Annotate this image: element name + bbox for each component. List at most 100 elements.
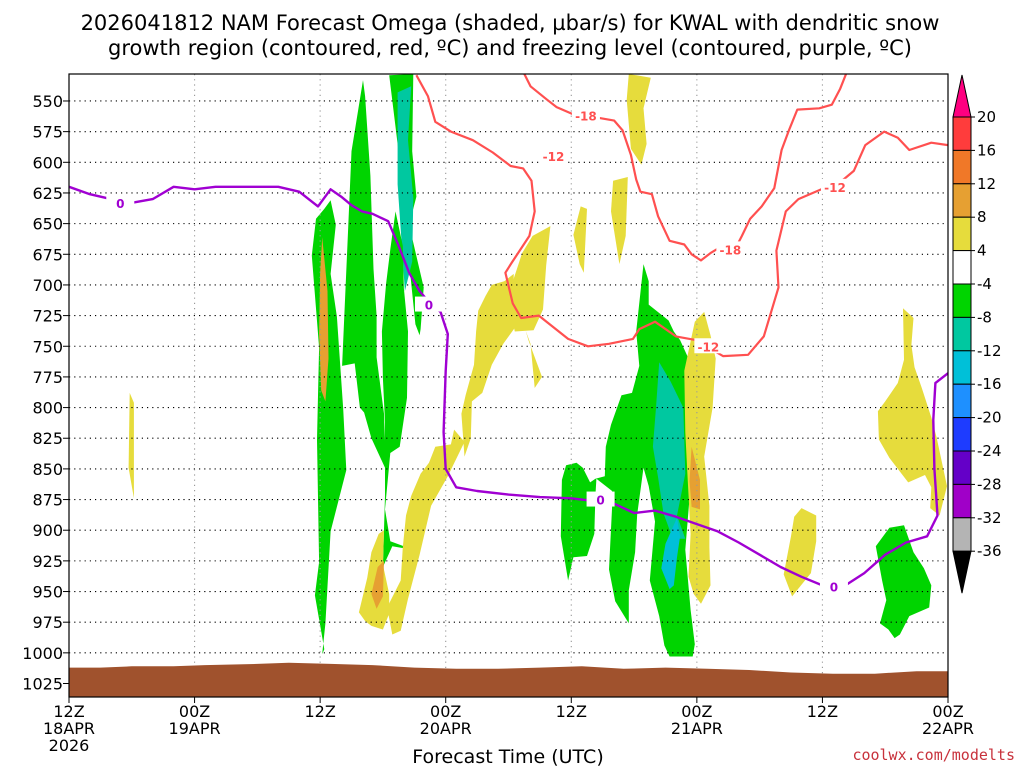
x-tick-label-0-2: 18APR bbox=[43, 719, 95, 738]
colorbar-box-9 bbox=[952, 417, 972, 452]
colorbar-label-10: -24 bbox=[977, 442, 1002, 460]
dgz-label-3-bg bbox=[539, 148, 568, 164]
dgz-label-1: -18 bbox=[575, 110, 597, 124]
freezing-label-3-bg bbox=[586, 491, 615, 507]
omega-region-cyan-7 bbox=[661, 517, 681, 590]
x-tick-label-60-1: 00Z bbox=[681, 702, 712, 721]
chart-title-line-2: growth region (contoured, red, ºC) and f… bbox=[108, 36, 912, 60]
colorbar-top-arrow bbox=[952, 74, 972, 118]
y-tick-label-550: 550 bbox=[32, 92, 63, 111]
omega-region-pos-yellow-4 bbox=[684, 311, 716, 604]
colorbar-label-3: 8 bbox=[977, 208, 987, 226]
x-tick-label-84-1: 00Z bbox=[932, 702, 963, 721]
omega-region-green-1 bbox=[342, 80, 387, 471]
omega-region-pos-yellow-7 bbox=[611, 177, 628, 265]
x-tick-label-0-1: 12Z bbox=[53, 702, 84, 721]
colorbar-label-9: -20 bbox=[977, 409, 1002, 427]
dgz-label-2-bg bbox=[716, 241, 745, 257]
credit-text: coolwx.com/modelts bbox=[852, 746, 1015, 764]
plot-frame bbox=[68, 73, 949, 698]
colorbar-box-11 bbox=[952, 483, 972, 519]
colorbar-label-1: 16 bbox=[977, 141, 996, 159]
chart-title-line-1: 2026041812 NAM Forecast Omega (shaded, µ… bbox=[81, 11, 940, 35]
x-tick-label-36-1: 00Z bbox=[430, 702, 461, 721]
omega-region-green-5 bbox=[560, 264, 697, 657]
freezing-label-2-bg bbox=[414, 296, 443, 312]
colorbar-label-11: -28 bbox=[977, 475, 1002, 493]
y-tick-label-925: 925 bbox=[32, 552, 63, 571]
freezing-label-4-bg bbox=[819, 578, 848, 594]
omega-region-pos-yellow-12 bbox=[128, 392, 134, 499]
colorbar-label-5: -4 bbox=[977, 275, 992, 293]
colorbar-box-12 bbox=[952, 517, 972, 552]
colorbar-label-4: 4 bbox=[977, 242, 987, 260]
omega-region-pos-orange-3 bbox=[371, 560, 384, 609]
x-tick-label-84-2: 22APR bbox=[922, 719, 974, 738]
x-tick-label-36-2: 20APR bbox=[420, 719, 472, 738]
colorbar-box-4 bbox=[952, 250, 972, 285]
colorbar-label-7: -12 bbox=[977, 342, 1002, 360]
y-tick-label-900: 900 bbox=[32, 521, 63, 540]
omega-region-pos-yellow-8 bbox=[573, 206, 587, 273]
colorbar-label-8: -16 bbox=[977, 375, 1002, 393]
y-tick-label-700: 700 bbox=[32, 276, 63, 295]
x-tick-label-48-1: 12Z bbox=[556, 702, 587, 721]
colorbar-label-2: 12 bbox=[977, 175, 996, 193]
dgz-label-3: -12 bbox=[543, 150, 565, 164]
omega-region-pos-yellow-6 bbox=[626, 74, 651, 165]
x-tick-label-12-2: 19APR bbox=[169, 719, 221, 738]
y-tick-label-750: 750 bbox=[32, 337, 63, 356]
colorbar-box-10 bbox=[952, 450, 972, 485]
dgz-label-5: -12 bbox=[824, 181, 846, 195]
colorbar-label-12: -32 bbox=[977, 509, 1002, 527]
y-tick-label-675: 675 bbox=[32, 245, 63, 264]
x-tick-label-0-3: 2026 bbox=[49, 736, 90, 755]
plot-area bbox=[69, 74, 948, 697]
y-tick-label-800: 800 bbox=[32, 399, 63, 418]
y-tick-label-625: 625 bbox=[32, 184, 63, 203]
omega-region-green-4 bbox=[381, 211, 408, 567]
colorbar-box-6 bbox=[952, 316, 972, 352]
x-axis-label: Forecast Time (UTC) bbox=[412, 746, 603, 768]
colorbar-label-13: -36 bbox=[977, 542, 1002, 560]
y-tick-label-1025: 1025 bbox=[22, 675, 63, 694]
freezing-label-3: 0 bbox=[596, 494, 604, 508]
y-tick-label-950: 950 bbox=[32, 583, 63, 602]
colorbar-box-8 bbox=[952, 383, 972, 419]
omega-region-teal-6 bbox=[652, 362, 686, 539]
ground-terrain bbox=[69, 662, 948, 697]
dgz-label-1-bg bbox=[571, 107, 600, 123]
freezing-label-1: 0 bbox=[116, 197, 124, 211]
dgz-label-2: -18 bbox=[719, 243, 741, 257]
omega-region-pos-yellow-1 bbox=[387, 429, 465, 635]
freezing-label-2: 0 bbox=[425, 299, 433, 313]
x-tick-label-24-1: 12Z bbox=[304, 702, 335, 721]
colorbar-box-0 bbox=[952, 116, 972, 151]
colorbar-box-1 bbox=[952, 149, 972, 185]
dgz-label-4-bg bbox=[694, 338, 723, 354]
colorbar-box-2 bbox=[952, 183, 972, 218]
colorbar-box-3 bbox=[952, 216, 972, 252]
colorbar-label-6: -8 bbox=[977, 308, 992, 326]
colorbar-bottom-arrow bbox=[952, 550, 972, 594]
dgz-label-4: -12 bbox=[698, 340, 720, 354]
y-tick-label-825: 825 bbox=[32, 429, 63, 448]
freezing-label-4: 0 bbox=[830, 581, 838, 595]
y-tick-label-725: 725 bbox=[32, 307, 63, 326]
y-tick-label-875: 875 bbox=[32, 491, 63, 510]
omega-region-pos-orange-13 bbox=[319, 237, 329, 402]
colorbar-box-5 bbox=[952, 283, 972, 318]
y-tick-label-575: 575 bbox=[32, 123, 63, 142]
omega-region-pos-yellow-9 bbox=[508, 226, 551, 332]
y-tick-label-650: 650 bbox=[32, 215, 63, 234]
freezing-label-1-bg bbox=[106, 194, 135, 210]
y-tick-label-775: 775 bbox=[32, 368, 63, 387]
y-tick-label-975: 975 bbox=[32, 613, 63, 632]
dgz-label-5-bg bbox=[820, 178, 849, 194]
x-tick-label-72-1: 12Z bbox=[807, 702, 838, 721]
colorbar-box-7 bbox=[952, 350, 972, 385]
omega-region-green-8 bbox=[875, 525, 932, 639]
omega-region-pos-yellow-10 bbox=[877, 308, 947, 516]
x-tick-label-60-2: 21APR bbox=[671, 719, 723, 738]
